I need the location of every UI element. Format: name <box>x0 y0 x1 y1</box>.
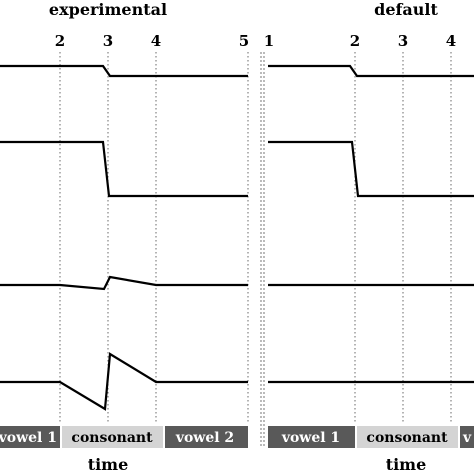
segment-block <box>268 426 355 448</box>
trace-line <box>268 64 474 78</box>
landmark-labels-experimental: 2 3 4 5 <box>55 32 249 50</box>
trace-line <box>0 64 248 78</box>
traces-default <box>268 64 474 384</box>
landmark-labels-default: 1 2 3 4 <box>264 32 456 50</box>
segment-label: vowel 1 <box>0 430 57 446</box>
trace-line <box>0 275 248 291</box>
segment-block <box>165 426 248 448</box>
landmark-label: 1 <box>264 32 274 50</box>
segment-block <box>357 426 458 448</box>
segment-block <box>0 426 60 448</box>
segment-label: consonant <box>71 430 153 446</box>
segment-bar-experimental: vowel 1 consonant vowel 2 <box>0 426 248 448</box>
landmark-label: 5 <box>239 32 249 50</box>
panel-experimental: experimental 2 3 4 5 vowel <box>0 0 249 474</box>
trace-line <box>0 140 248 198</box>
landmark-label: 3 <box>398 32 408 50</box>
segment-block <box>460 426 474 448</box>
trace-line <box>0 352 248 411</box>
landmark-label: 4 <box>151 32 161 50</box>
landmark-lines-experimental <box>59 52 249 422</box>
trace-line <box>268 140 474 198</box>
panel-divider <box>260 52 265 448</box>
panel-title-default: default <box>374 0 438 19</box>
x-axis-label: time <box>386 455 427 474</box>
segment-block <box>62 426 163 448</box>
landmark-label: 3 <box>103 32 113 50</box>
segment-label: consonant <box>366 430 448 446</box>
landmark-label: 2 <box>350 32 360 50</box>
landmark-label: 2 <box>55 32 65 50</box>
x-axis-label: time <box>88 455 129 474</box>
segment-label: v <box>462 430 472 446</box>
panel-title-experimental: experimental <box>49 0 167 19</box>
landmark-lines-default <box>354 52 452 422</box>
segment-label: vowel 1 <box>281 430 340 446</box>
panel-default: default 1 2 3 4 vowel 1 consonant v tim <box>264 0 474 474</box>
segment-label: vowel 2 <box>175 430 234 446</box>
landmark-label: 4 <box>446 32 456 50</box>
segment-bar-default: vowel 1 consonant v <box>268 426 474 448</box>
traces-experimental <box>0 64 248 411</box>
